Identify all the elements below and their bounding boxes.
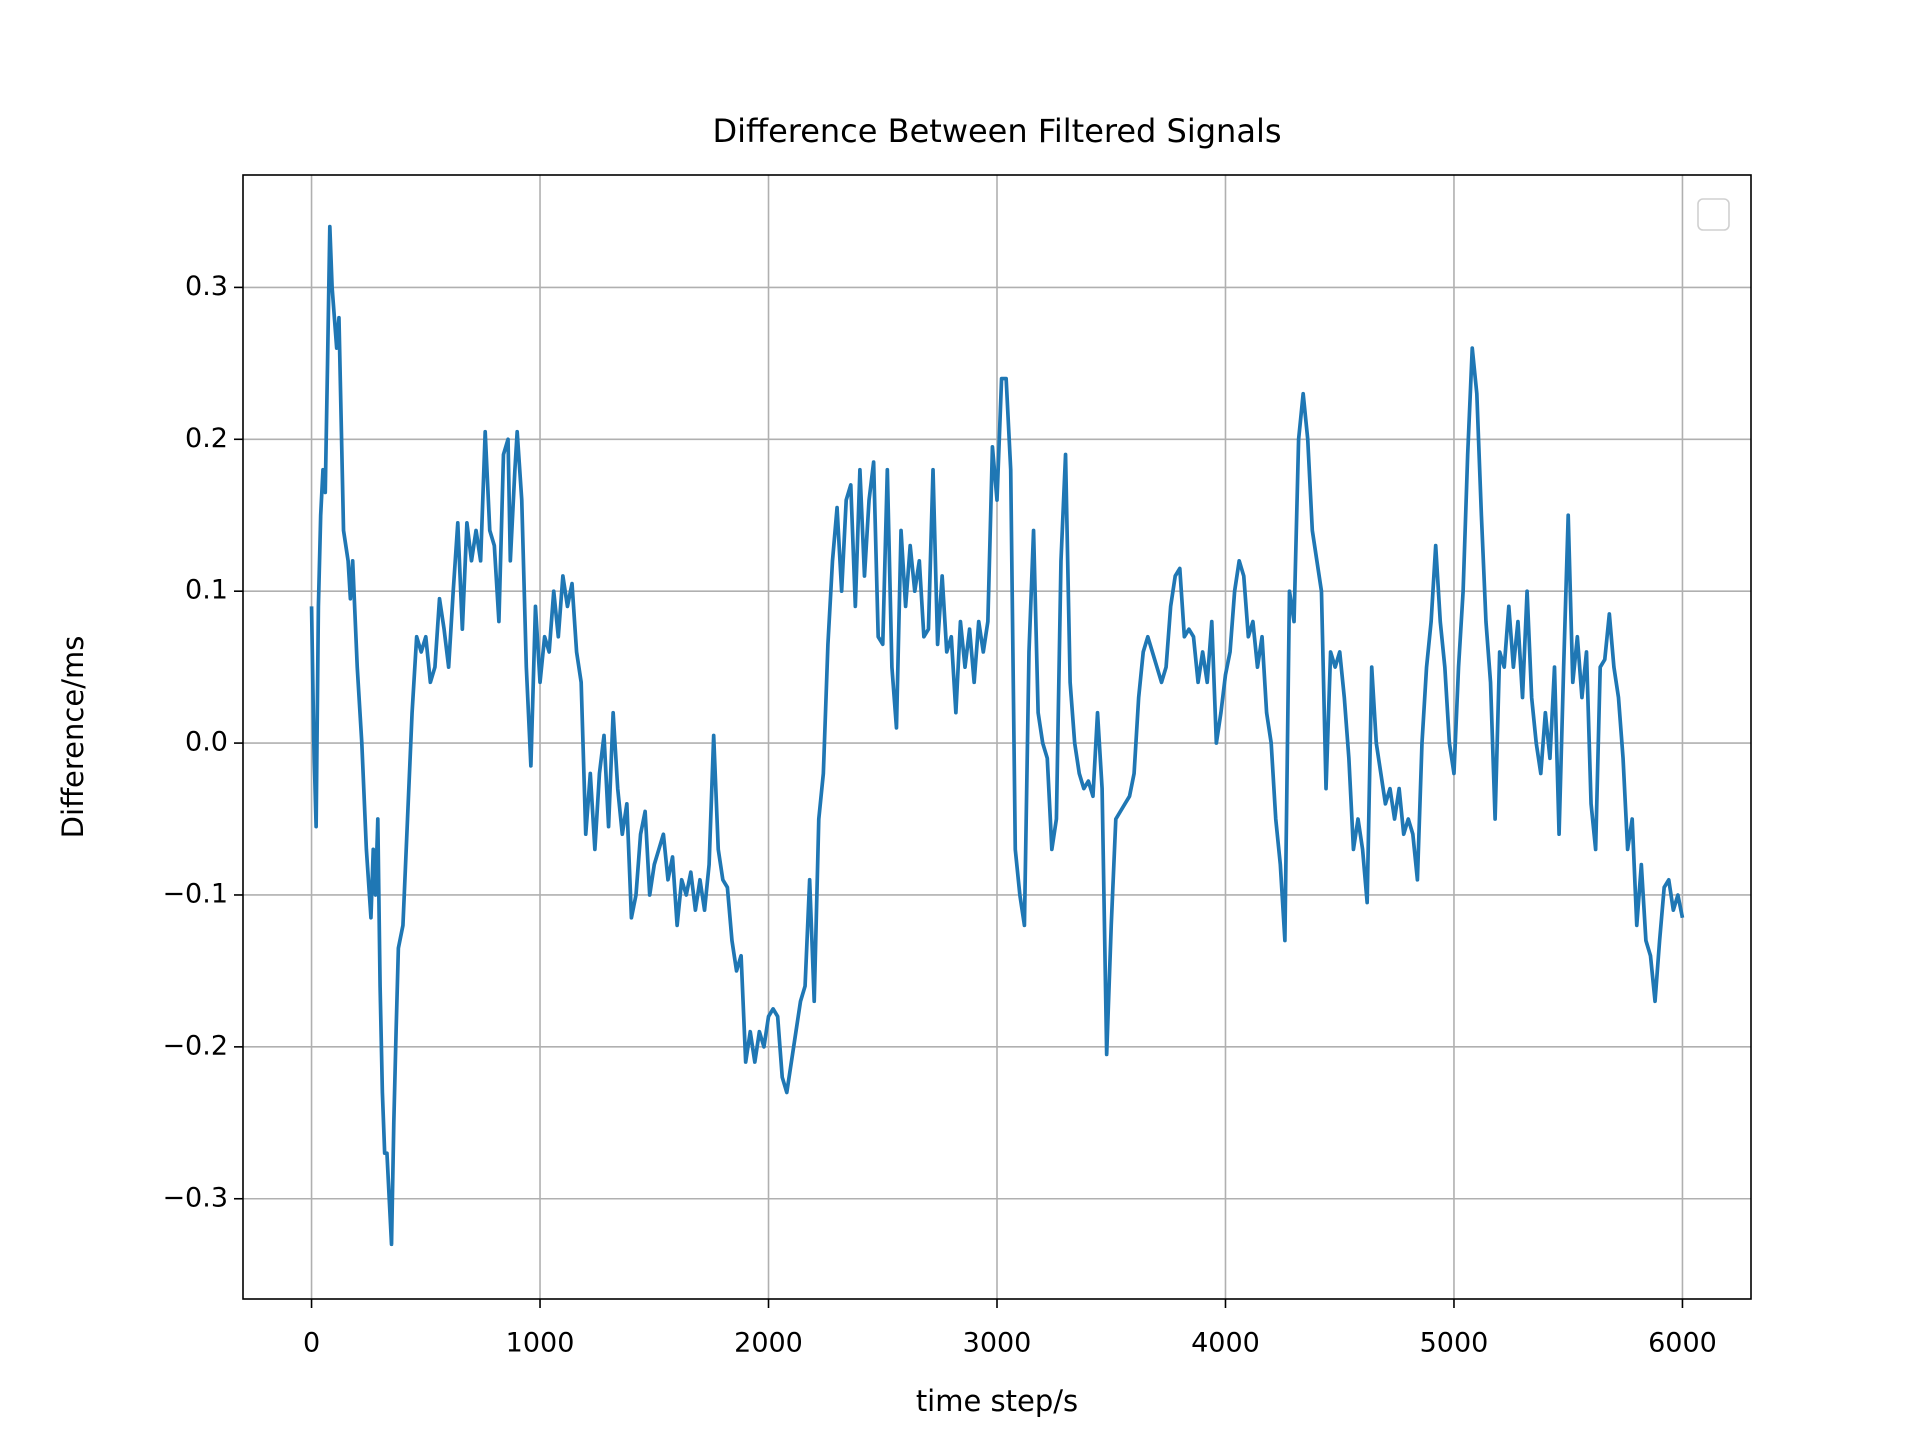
plot-frame — [242, 174, 1752, 1300]
x-tick-label: 4000 — [1191, 1328, 1260, 1359]
y-tick-label: 0.1 — [185, 575, 228, 606]
x-tick-label: 3000 — [963, 1328, 1032, 1359]
y-tick-label: −0.3 — [162, 1182, 228, 1213]
data-line — [309, 224, 1685, 1247]
y-tick-label: −0.2 — [162, 1030, 228, 1061]
x-tick-label: 6000 — [1648, 1328, 1717, 1359]
x-tick-label: 0 — [303, 1328, 320, 1359]
x-axis-label: time step/s — [916, 1384, 1078, 1418]
legend-box — [1697, 198, 1730, 231]
y-tick-label: −0.1 — [162, 878, 228, 909]
y-tick-label: 0.2 — [185, 423, 228, 454]
chart-title: Difference Between Filtered Signals — [712, 112, 1281, 150]
x-tick-label: 1000 — [506, 1328, 575, 1359]
x-tick-label: 2000 — [734, 1328, 803, 1359]
x-tick-label: 5000 — [1420, 1328, 1489, 1359]
y-axis-label: Difference/ms — [56, 636, 90, 839]
y-tick-label: 0.0 — [185, 727, 228, 758]
y-tick-label: 0.3 — [185, 271, 228, 302]
